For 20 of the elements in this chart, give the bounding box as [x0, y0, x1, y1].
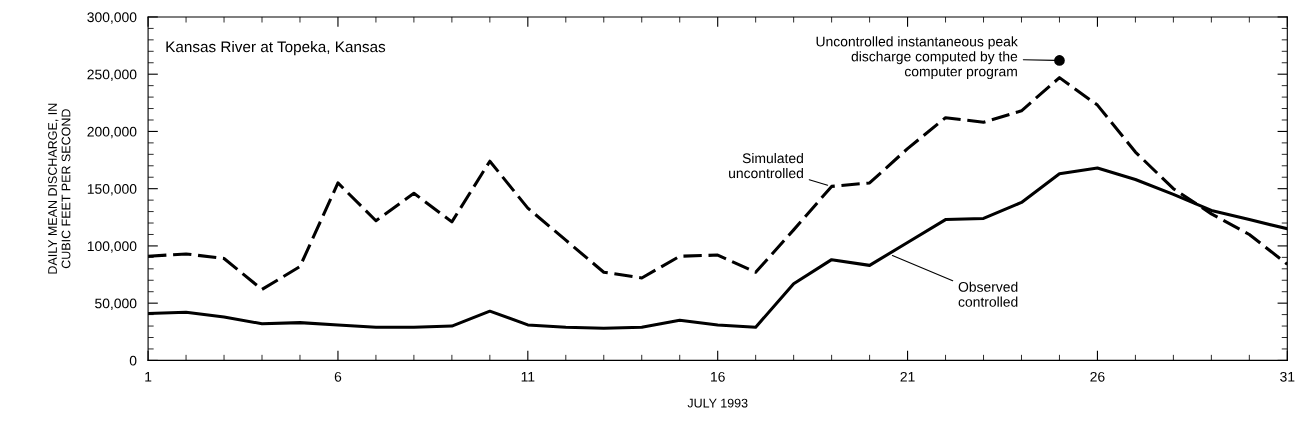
- x-tick-label: 16: [711, 371, 725, 382]
- annotation: Simulated uncontrolled: [729, 152, 803, 179]
- x-tick-label: 26: [1090, 371, 1105, 382]
- x-tick-label: 1: [145, 372, 152, 382]
- y-tick-label: 300,000: [87, 12, 137, 24]
- annotation: Uncontrolled instantaneous peak discharge computed by the computer program: [816, 36, 1018, 80]
- annotation: Observed controlled: [958, 281, 1018, 307]
- x-tick-label: 31: [1280, 371, 1295, 382]
- x-tick-label: 11: [521, 372, 535, 382]
- y-tick-label: 200,000: [87, 126, 137, 139]
- x-tick-label: 6: [334, 371, 342, 382]
- y-tick-label: 250,000: [87, 69, 137, 82]
- y-tick-label: 50,000: [95, 298, 137, 310]
- y-tick-label: 100,000: [87, 241, 137, 253]
- y-axis-title: DAILY MEAN DISCHARGE, IN CUBIC FEET PER SECOND: [48, 103, 71, 274]
- annotation: Kansas River at Topeka, Kansas: [166, 41, 386, 56]
- y-tick-label: 0: [129, 355, 137, 366]
- y-tick-label: 150,000: [87, 184, 137, 196]
- x-tick-label: 21: [900, 371, 915, 382]
- x-axis-title: JULY 1993: [687, 398, 748, 408]
